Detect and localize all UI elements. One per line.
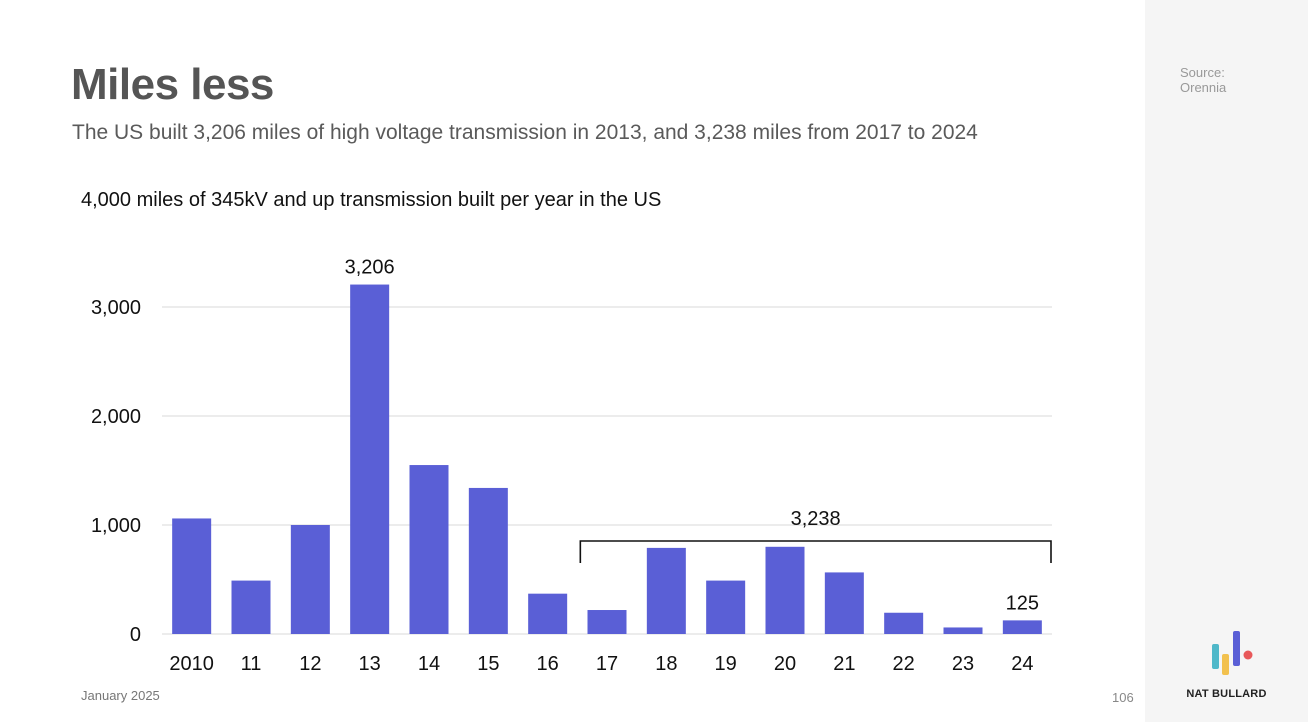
x-tick-label: 15 [477, 653, 499, 675]
x-tick-label: 23 [952, 653, 974, 675]
page-number: 106 [1112, 690, 1134, 705]
bar [1002, 620, 1042, 634]
source-label: Source: [1180, 65, 1225, 80]
brand-name: NAT BULLARD [1186, 688, 1267, 700]
nat-bullard-logo-icon [1212, 631, 1253, 675]
bar [706, 580, 746, 634]
x-tick-label: 18 [655, 653, 677, 675]
x-tick-label: 12 [299, 653, 321, 675]
data-label: 125 [1006, 592, 1039, 614]
bar-chart: 0 1,000 2,000 3,000 2010 11 12 13 14 15 16 17 18 19 20… [91, 257, 1052, 675]
y-tick-label: 1,000 [91, 515, 141, 537]
bar [824, 572, 864, 634]
y-tick-label: 2,000 [91, 406, 141, 428]
bar [468, 487, 508, 634]
bar [409, 465, 449, 634]
x-tick-label: 16 [537, 653, 559, 675]
source-name: Orennia [1180, 80, 1227, 95]
footer-date: January 2025 [81, 688, 160, 703]
bar [231, 580, 271, 634]
bar [943, 627, 983, 634]
bar [172, 518, 212, 634]
data-label: 3,206 [345, 257, 395, 279]
x-tick-label: 24 [1011, 653, 1033, 675]
slide-subtitle: The US built 3,206 miles of high voltage… [72, 121, 978, 144]
x-tick-label: 2010 [169, 653, 214, 675]
sidebar: Source: Orennia NAT BULLARD [1145, 0, 1308, 722]
bracket-label: 3,238 [791, 508, 841, 530]
x-tick-label: 14 [418, 653, 440, 675]
bar [765, 546, 805, 634]
bar [290, 525, 330, 634]
x-tick-label: 11 [241, 653, 262, 675]
bracket [579, 540, 1052, 563]
x-tick-label: 13 [359, 653, 381, 675]
bar [884, 612, 924, 634]
bar [646, 547, 686, 634]
y-tick-label: 0 [130, 624, 141, 646]
bar [528, 593, 568, 634]
x-tick-label: 21 [833, 653, 855, 675]
x-tick-label: 22 [893, 653, 915, 675]
slide-main: Miles less The US built 3,206 miles of h… [71, 60, 1134, 705]
bar [350, 284, 390, 634]
source-note: Source: Orennia [1180, 65, 1226, 95]
y-tick-label: 3,000 [91, 297, 141, 319]
bar [587, 610, 627, 634]
chart-title: 4,000 miles of 345kV and up transmission… [81, 189, 662, 211]
slide-title: Miles less [71, 60, 274, 109]
x-tick-label: 20 [774, 653, 796, 675]
x-tick-label: 17 [596, 653, 618, 675]
x-tick-label: 19 [715, 653, 737, 675]
